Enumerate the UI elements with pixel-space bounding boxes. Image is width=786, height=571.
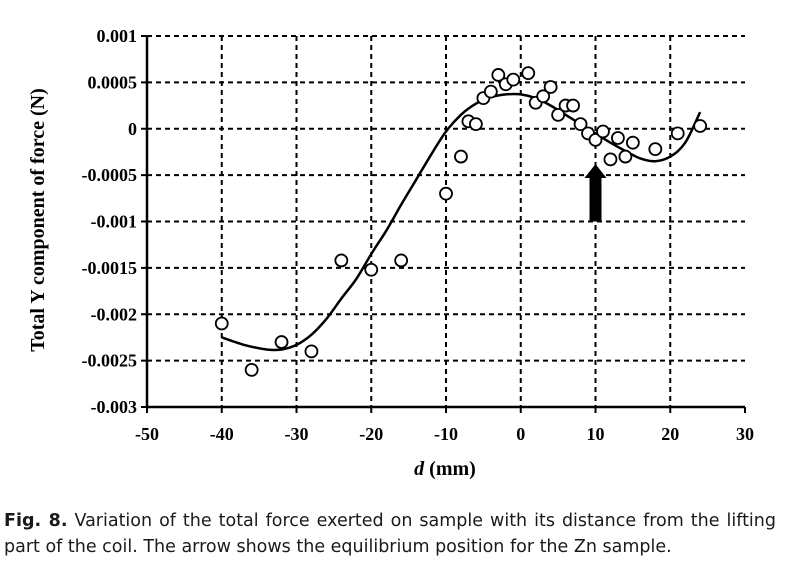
arrow-head [584,163,607,178]
data-point [394,253,409,268]
data-point [536,89,551,104]
data-point [551,107,566,122]
x-axis-title-var: d [414,458,425,480]
y-tick-label: -0.002 [91,304,138,324]
data-point [244,362,259,377]
x-tick-label: 10 [587,424,605,444]
force-chart: -50 -40 -30 -20 -10 0 10 20 30 0.001 0.0005 0 -0.000… [27,26,755,480]
data-point [364,262,379,277]
data-point [573,117,588,132]
data-point [439,186,453,201]
y-axis-title: Total Y component of force (N) [27,88,49,351]
data-point [521,66,536,80]
data-point [603,152,618,167]
data-point [625,135,640,150]
data-point [618,149,633,164]
y-tick-label: -0.001 [91,212,138,232]
data-point [566,98,580,113]
data-point [491,68,506,82]
data-point [611,131,625,145]
figure-label: Fig. 8. [4,511,68,531]
data-point [334,253,349,268]
arrow-shaft [589,175,602,222]
data-point [588,132,603,147]
data-point [454,149,468,164]
y-tick-label: -0.003 [91,397,138,417]
data-point [693,119,708,133]
x-tick-label: 0 [516,424,525,444]
x-tick-label: -30 [285,424,309,444]
x-tick-label: -10 [434,424,458,444]
x-axis-title: d (mm) [414,458,476,480]
y-tick-label: 0.0005 [88,72,138,92]
equilibrium-arrow [584,163,607,222]
data-point [543,80,558,94]
x-tick-label: -40 [210,424,234,444]
y-tick-label: -0.0005 [82,165,138,185]
x-tick-label: 30 [736,424,754,444]
y-tick-label: -0.0015 [82,258,138,278]
data-point [274,335,289,349]
data-point [214,316,229,331]
x-axis-title-unit: (mm) [424,458,476,480]
y-tick-label: -0.0025 [82,351,138,371]
caption-text: Variation of the total force exerted on … [4,511,776,557]
data-point [468,117,483,132]
data-point [304,344,319,359]
y-tick-label: 0.001 [97,26,138,46]
y-tick-label: 0 [128,119,137,139]
data-point [506,72,521,87]
x-tick-label: 20 [661,424,679,444]
data-points-series [214,66,708,377]
x-tick-label: -20 [359,424,383,444]
figure-caption: Fig. 8. Variation of the total force exe… [4,508,776,560]
data-point [596,124,610,139]
data-point [483,84,498,99]
grid-lines [147,35,745,407]
data-point [648,142,663,157]
x-tick-label: -50 [135,424,159,444]
plot-axes [141,35,746,413]
data-point [670,126,685,141]
tick-labels: -50 -40 -30 -20 -10 0 10 20 30 0.001 0.0005 0 -0.000… [82,26,755,444]
